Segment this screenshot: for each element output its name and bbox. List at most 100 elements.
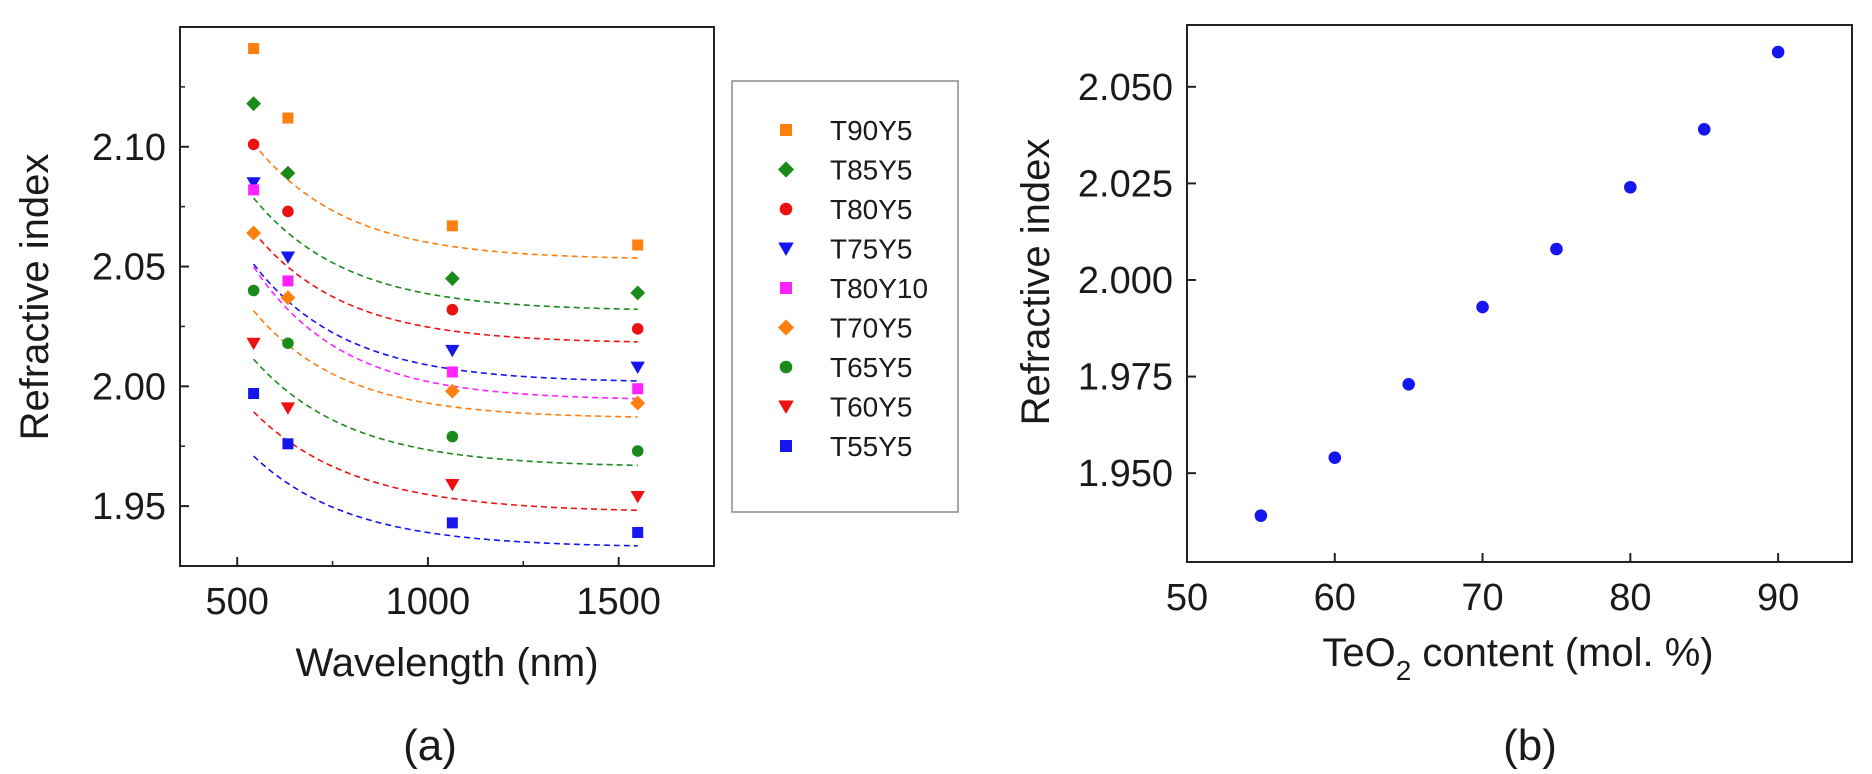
- y-tick-label: 2.10: [92, 127, 166, 169]
- x-tick-label: 1000: [386, 581, 471, 623]
- data-point-t70y5: [246, 225, 262, 241]
- fit-line-t65y5: [253, 358, 638, 467]
- data-point-teo2-80: [1624, 180, 1637, 194]
- fit-line-t60y5: [253, 411, 638, 512]
- x-tick-label: 60: [1314, 577, 1356, 619]
- fit-line-t80y10: [252, 266, 638, 400]
- panel-a-chart: 500 1000 1500 1.95 2.00 2.05 2.10 Wavelength …: [13, 26, 715, 770]
- fit-line-t90y5: [252, 142, 638, 259]
- y-tick-label: 2.025: [1078, 163, 1173, 205]
- data-point-t55y5: [632, 526, 644, 538]
- legend-marker-t65y5: [779, 360, 793, 374]
- legend-marker-t80y10: [780, 282, 792, 294]
- legend-label-t65y5: T65Y5: [830, 352, 913, 383]
- data-point-t80y5: [446, 303, 459, 316]
- legend-box: [731, 80, 959, 513]
- legend-label-t80y5: T80Y5: [830, 194, 913, 225]
- data-point-t85y5: [246, 96, 262, 112]
- panel-a-y-axis-title: Refractive index: [13, 154, 57, 441]
- legend-label-t60y5: T60Y5: [830, 392, 913, 423]
- x-tick-label: 1500: [576, 581, 661, 623]
- data-point-t65y5: [282, 337, 294, 349]
- panel-b-x-axis-title-subscript: 2: [1396, 655, 1412, 686]
- x-tick-label: 500: [206, 581, 269, 623]
- fit-line-t70y5: [252, 310, 638, 418]
- fit-line-t75y5: [252, 263, 638, 382]
- panel-a-label: (a): [403, 721, 457, 770]
- panel-b-y-axis-title: Refractive index: [1014, 139, 1058, 426]
- legend-marker-t80y5: [779, 202, 793, 216]
- y-tick-label: 2.000: [1078, 260, 1173, 302]
- data-point-t85y5: [630, 285, 646, 301]
- y-tick-label: 2.05: [92, 247, 166, 289]
- legend-marker-t70y5: [777, 319, 795, 336]
- legend-marker-t60y5: [778, 400, 794, 414]
- panel-b-x-axis-title-main: TeO: [1322, 631, 1395, 675]
- data-point-t55y5: [248, 388, 260, 400]
- fit-line-t80y5: [252, 231, 638, 343]
- data-point-t65y5: [446, 430, 459, 443]
- data-point-teo2-85: [1697, 123, 1711, 136]
- panel-b-label: (b): [1503, 721, 1557, 770]
- legend-marker-t90y5: [780, 124, 792, 136]
- data-point-t80y10: [446, 366, 458, 378]
- legend-marker-t55y5: [780, 440, 792, 452]
- data-point-t80y10: [282, 275, 294, 287]
- x-tick-label: 90: [1757, 577, 1799, 619]
- data-point-t75y5: [246, 177, 261, 190]
- legend-label-t75y5: T75Y5: [830, 234, 913, 265]
- data-point-t80y10: [248, 184, 260, 196]
- fit-line-t55y5: [253, 455, 638, 547]
- legend-marker-t75y5: [778, 242, 794, 256]
- y-tick-label: 1.95: [92, 486, 166, 528]
- data-point-teo2-60: [1328, 451, 1342, 464]
- data-point-t75y5: [630, 361, 645, 375]
- data-point-teo2-55: [1254, 509, 1268, 522]
- legend-marker-t85y5: [777, 161, 795, 178]
- data-point-teo2-90: [1771, 45, 1785, 59]
- legend-label-t80y10: T80Y10: [830, 273, 928, 304]
- panel-b-x-axis-title-rest: content (mol. %): [1411, 631, 1713, 675]
- data-point-t60y5: [280, 402, 296, 415]
- data-point-t80y5: [631, 323, 644, 335]
- y-tick-label: 2.00: [92, 366, 166, 408]
- data-point-t55y5: [282, 438, 294, 450]
- panel-a-x-axis-title: Wavelength (nm): [295, 641, 598, 685]
- y-tick-label: 1.975: [1078, 357, 1173, 399]
- legend-label-t90y5: T90Y5: [830, 115, 913, 146]
- data-point-t75y5: [280, 251, 296, 264]
- data-point-t90y5: [632, 239, 644, 251]
- data-point-t80y5: [247, 138, 260, 151]
- panel-b-plot-frame: [1186, 24, 1853, 563]
- panel-b-chart: 50 60 70 80 90 1.950 1.975 2.000 2.025 2.050 TeO…: [1014, 24, 1853, 770]
- y-tick-label: 1.950: [1078, 453, 1173, 495]
- panel-b-x-axis-title: TeO2 content (mol. %): [1322, 631, 1713, 686]
- data-point-t65y5: [247, 284, 260, 297]
- data-point-t90y5: [446, 220, 458, 232]
- data-point-t90y5: [282, 112, 294, 124]
- data-point-teo2-65: [1402, 377, 1415, 391]
- data-point-t85y5: [444, 271, 460, 286]
- legend-label-t70y5: T70Y5: [830, 313, 913, 344]
- data-point-t80y5: [282, 205, 294, 218]
- x-tick-label: 70: [1461, 577, 1503, 619]
- legend: T90Y5 T85Y5 T80Y5 T75Y5 T80Y10 T70Y5 T65Y5 T60Y…: [731, 80, 959, 513]
- data-point-t60y5: [246, 337, 261, 351]
- legend-label-t55y5: T55Y5: [830, 431, 913, 462]
- data-point-t80y10: [632, 383, 644, 395]
- data-point-t70y5: [280, 290, 296, 306]
- fit-line-t85y5: [252, 197, 638, 311]
- panel-a-plot-frame: [179, 26, 715, 567]
- legend-label-t85y5: T85Y5: [830, 155, 913, 186]
- y-tick-label: 2.050: [1078, 67, 1173, 109]
- data-point-t55y5: [446, 517, 458, 529]
- data-point-t75y5: [445, 344, 460, 358]
- data-point-t70y5: [444, 383, 460, 399]
- data-point-t65y5: [631, 445, 644, 457]
- data-point-teo2-70: [1476, 300, 1489, 314]
- data-point-t60y5: [445, 479, 460, 492]
- x-tick-label: 80: [1609, 577, 1651, 619]
- x-tick-label: 50: [1166, 577, 1208, 619]
- data-point-t60y5: [630, 491, 645, 504]
